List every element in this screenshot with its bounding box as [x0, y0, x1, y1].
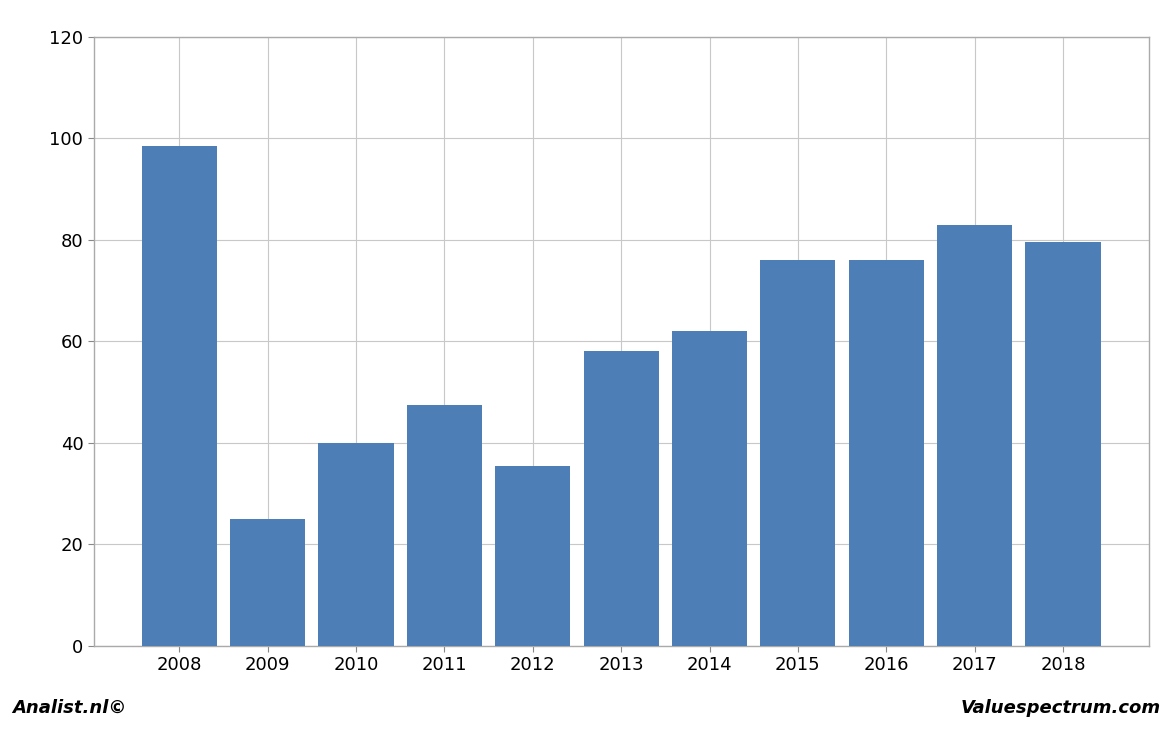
Bar — [761, 260, 836, 646]
Bar — [584, 352, 659, 646]
Bar — [319, 443, 394, 646]
Bar — [496, 465, 571, 646]
Bar — [672, 331, 747, 646]
Bar — [1026, 242, 1101, 646]
Bar — [142, 146, 217, 646]
Bar — [849, 260, 924, 646]
Bar — [407, 404, 482, 646]
Text: Analist.nl©: Analist.nl© — [12, 700, 127, 717]
Bar — [938, 225, 1013, 646]
Text: Valuespectrum.com: Valuespectrum.com — [960, 700, 1160, 717]
Bar — [230, 519, 305, 646]
